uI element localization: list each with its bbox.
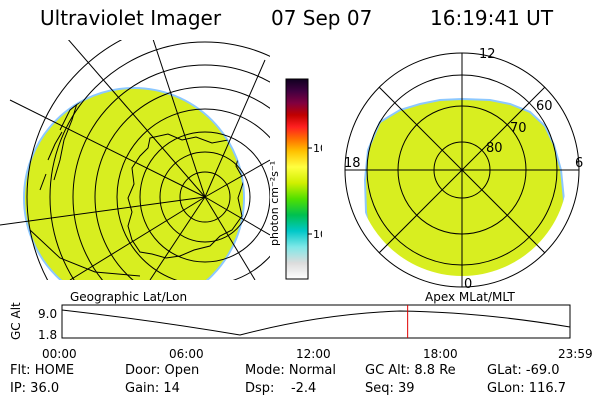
mlt-label-0: 0 — [464, 277, 472, 290]
ip-status: IP: 36.0 — [10, 381, 60, 396]
app-title: Ultraviolet Imager — [40, 6, 222, 30]
magnetic-caption: Apex MLat/MLT — [425, 290, 515, 304]
gc-altitude-status: GC Alt: 8.8 Re — [365, 363, 456, 378]
colorbar-unit-label: photon cm⁻²s⁻¹ — [268, 161, 281, 246]
mlt-label-18: 18 — [344, 156, 361, 171]
geo-longitude-status: GLon: 116.7 — [487, 381, 567, 396]
altitude-xtick: 00:00 — [42, 347, 77, 361]
sequence-status: Seq: 39 — [365, 381, 415, 396]
altitude-plot: GC Alt 9.0 1.8 00:00 06:00 12:00 18:00 2… — [9, 302, 593, 361]
altitude-xtick: 12:00 — [296, 347, 331, 361]
colorbar-gradient — [285, 78, 309, 280]
magnetic-emission-region — [363, 97, 566, 276]
mlat-label-60: 60 — [536, 99, 553, 114]
mlt-label-12: 12 — [479, 47, 496, 62]
mlt-label-6: 6 — [575, 156, 583, 171]
altitude-xtick: 18:00 — [423, 347, 458, 361]
geographic-grid — [0, 40, 270, 280]
altitude-xtick: 06:00 — [169, 347, 204, 361]
mode-status: Mode: Normal — [245, 363, 336, 378]
magnetic-polar-plot: 12 18 6 0 60 70 80 — [344, 47, 583, 290]
magnetic-grid — [344, 52, 580, 288]
altitude-plot-frame — [61, 304, 571, 339]
colorbar: 100 10 photon cm⁻²s⁻¹ — [268, 78, 322, 280]
mlat-label-70: 70 — [510, 121, 527, 136]
geo-latitude-status: GLat: -69.0 — [487, 363, 560, 378]
image-time: 16:19:41 UT — [430, 6, 554, 30]
mlat-label-80: 80 — [486, 141, 503, 156]
geographic-caption: Geographic Lat/Lon — [70, 290, 188, 304]
colorbar-tick-10: 10 — [313, 228, 322, 241]
colorbar-tick-100: 100 — [313, 142, 322, 155]
altitude-xtick: 23:59 — [558, 347, 593, 361]
gain-status: Gain: 14 — [125, 381, 180, 396]
altitude-ytick-max: 9.0 — [38, 307, 57, 321]
image-date: 07 Sep 07 — [271, 6, 373, 30]
geographic-map — [0, 40, 270, 280]
altitude-ytick-min: 1.8 — [38, 328, 57, 342]
flight-status: Flt: HOME — [10, 363, 75, 378]
dsp-status: Dsp: -2.4 — [245, 381, 317, 396]
altitude-curve — [61, 309, 571, 336]
altitude-ylabel: GC Alt — [9, 302, 23, 340]
door-status: Door: Open — [125, 363, 200, 378]
